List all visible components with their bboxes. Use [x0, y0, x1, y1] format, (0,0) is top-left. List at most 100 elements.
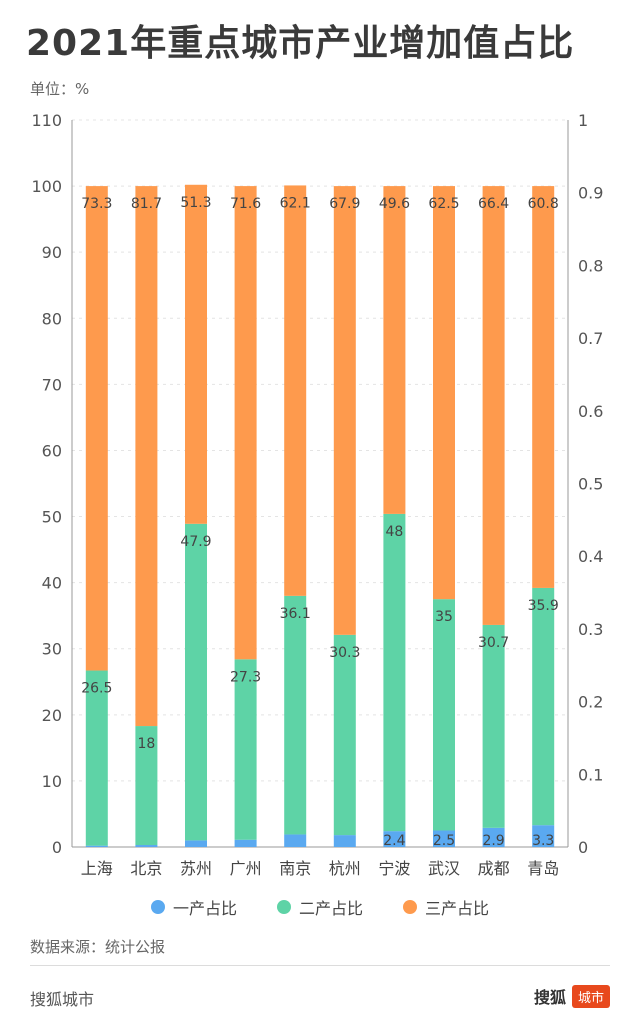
bar-tertiary: [234, 186, 257, 660]
data-label: 60.8: [528, 196, 559, 212]
y2-tick-label: 0: [578, 838, 588, 857]
y-tick-label: 20: [42, 706, 62, 725]
data-label: 30.7: [478, 635, 509, 651]
data-label: 30.3: [329, 645, 360, 661]
bar-primary: [135, 845, 158, 847]
legend-label-tertiary: 三产占比: [425, 899, 490, 918]
x-tick-label: 杭州: [329, 859, 361, 878]
x-tick-label: 广州: [230, 859, 262, 878]
data-label: 66.4: [478, 196, 509, 212]
bar-secondary: [532, 587, 555, 826]
data-label: 47.9: [180, 534, 211, 550]
x-tick-label: 南京: [279, 859, 311, 878]
bar-tertiary: [482, 186, 505, 625]
bar-tertiary: [532, 186, 555, 588]
bar-primary: [532, 825, 555, 847]
data-label: 2.5: [433, 833, 455, 849]
x-tick-label: 武汉: [428, 859, 460, 878]
x-tick-label: 宁波: [378, 859, 410, 878]
y-tick-label: 80: [42, 309, 62, 328]
legend-label-secondary: 二产占比: [298, 899, 363, 918]
bar-secondary: [234, 659, 257, 840]
data-label: 36.1: [280, 606, 311, 622]
y-tick-label: 0: [52, 838, 62, 857]
bar-tertiary: [284, 185, 307, 596]
legend-item-secondary[interactable]: 二产占比: [276, 895, 363, 919]
bar-secondary: [135, 726, 158, 846]
y2-tick-label: 0.6: [578, 402, 603, 421]
y-tick-label: 50: [42, 508, 62, 527]
y2-tick-label: 0.5: [578, 475, 603, 494]
y2-tick-label: 0.3: [578, 620, 603, 639]
data-label: 71.6: [230, 196, 261, 212]
footer-logo-badge: 城市: [571, 984, 610, 1008]
bar-secondary: [482, 624, 505, 828]
y-tick-label: 10: [42, 772, 62, 791]
bar-primary: [482, 827, 505, 847]
y-tick-label: 100: [31, 177, 62, 196]
y2-tick-label: 0.2: [578, 693, 603, 712]
x-tick-label: 苏州: [180, 859, 212, 878]
legend-item-primary[interactable]: 一产占比: [150, 895, 237, 919]
bar-primary: [85, 845, 108, 847]
bar-primary: [185, 840, 207, 847]
data-label: 51.3: [180, 195, 211, 211]
divider: [30, 965, 610, 966]
bar-tertiary: [383, 186, 406, 514]
data-label: 2.9: [482, 833, 504, 849]
bar-secondary: [284, 595, 307, 835]
y2-tick-label: 0.4: [578, 547, 603, 566]
bar-tertiary: [333, 186, 356, 635]
bar-secondary: [433, 599, 455, 831]
data-label: 62.1: [280, 195, 311, 211]
data-label: 2.4: [383, 833, 405, 849]
unit-label: 单位：%: [30, 80, 90, 98]
y2-tick-label: 0.9: [578, 184, 603, 203]
data-label: 49.6: [379, 196, 410, 212]
y-tick-label: 60: [42, 441, 62, 460]
x-tick-label: 青岛: [527, 859, 559, 878]
x-tick-label: 北京: [130, 859, 162, 878]
legend-swatch-primary: [150, 900, 165, 914]
x-tick-label: 上海: [81, 859, 113, 878]
data-label: 67.9: [329, 196, 360, 212]
footer-logo-text: 搜狐: [533, 988, 566, 1007]
y2-tick-label: 1: [578, 111, 588, 130]
data-label: 18: [137, 736, 155, 752]
data-label: 3.3: [532, 833, 554, 849]
stacked-bar-chart: 0 10 20 30 40 50 60 70 80 90 100 110 0 0.1 0.2 0.3 0.4 0.…: [31, 111, 603, 878]
y-tick-label: 30: [42, 640, 62, 659]
bar-secondary: [185, 523, 207, 841]
data-label: 26.5: [81, 681, 112, 697]
data-label: 81.7: [131, 196, 162, 212]
chart-title: 2021年重点城市产业增加值占比: [26, 23, 575, 64]
data-label: 27.3: [230, 669, 261, 685]
y2-tick-label: 0.1: [578, 765, 603, 784]
data-label: 48: [385, 524, 403, 540]
legend-item-tertiary[interactable]: 三产占比: [403, 895, 489, 919]
bar-secondary: [383, 513, 406, 832]
bar-primary: [433, 830, 455, 847]
footer-logo: 搜狐 城市: [534, 984, 610, 1008]
data-source: 数据来源：统计公报: [30, 938, 166, 956]
y2-tick-label: 0.8: [578, 256, 603, 275]
bar-tertiary: [433, 186, 455, 600]
legend-swatch-tertiary: [403, 900, 417, 914]
x-tick-label: 成都: [478, 859, 510, 878]
data-label: 35.9: [528, 598, 559, 614]
bar-primary: [333, 835, 356, 847]
bar-tertiary: [135, 186, 158, 727]
bar-tertiary: [85, 186, 108, 671]
data-label: 73.3: [81, 196, 112, 212]
y-tick-label: 70: [42, 375, 62, 394]
bar-primary: [284, 834, 307, 847]
data-label: 62.5: [428, 196, 459, 212]
y-tick-label: 110: [31, 111, 62, 130]
legend-swatch-secondary: [276, 900, 291, 914]
y-tick-label: 40: [42, 574, 62, 593]
bar-primary: [383, 831, 406, 847]
footer-brand: 搜狐城市: [30, 990, 95, 1009]
bar-secondary: [333, 634, 356, 836]
bar-primary: [234, 839, 257, 847]
bar-tertiary: [185, 184, 207, 524]
